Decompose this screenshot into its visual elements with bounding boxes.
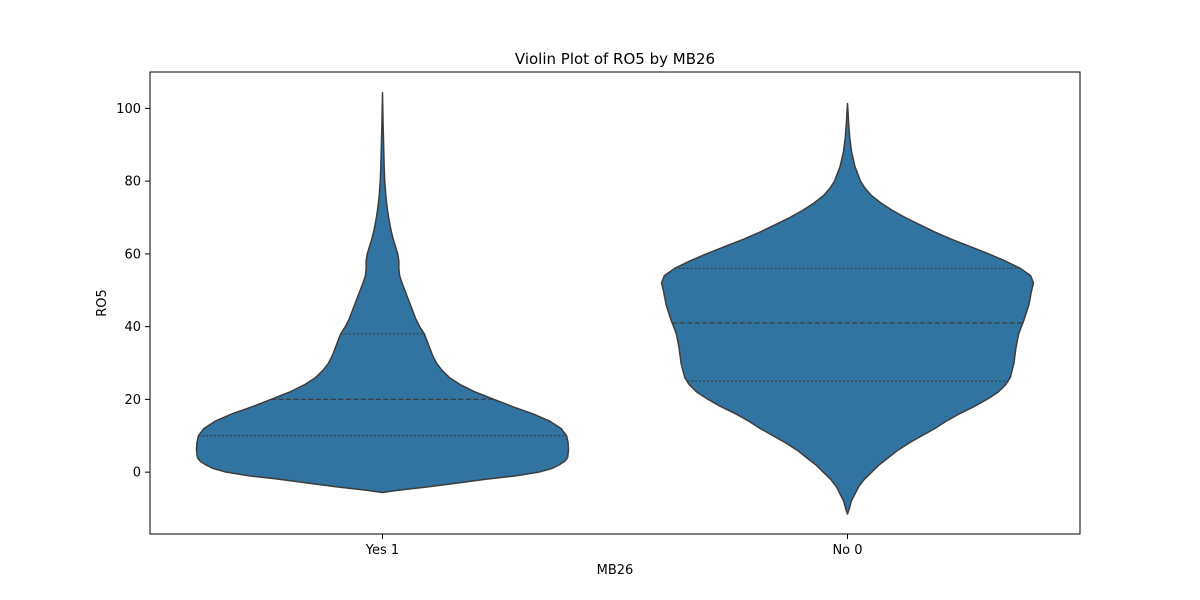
violin-body	[195, 91, 570, 494]
y-axis-ticks: 0 20 40 60 80 100	[116, 102, 150, 481]
y-tick-label: 60	[124, 247, 141, 262]
y-tick-label: 0	[133, 466, 141, 481]
violin-body	[660, 102, 1035, 515]
chart-title: Violin Plot of RO5 by MB26	[515, 50, 715, 68]
x-tick-label: No 0	[832, 543, 862, 558]
y-tick-label: 100	[116, 102, 141, 117]
y-axis-label: RO5	[95, 289, 110, 317]
x-tick-label: Yes 1	[365, 543, 399, 558]
violins-layer	[195, 91, 1035, 515]
y-tick-label: 40	[124, 320, 141, 335]
y-tick-label: 20	[124, 393, 141, 408]
plot-frame	[149, 71, 1081, 535]
x-axis-ticks: Yes 1 No 0	[365, 534, 863, 558]
x-axis-label: MB26	[597, 563, 634, 578]
y-tick-label: 80	[124, 175, 141, 190]
